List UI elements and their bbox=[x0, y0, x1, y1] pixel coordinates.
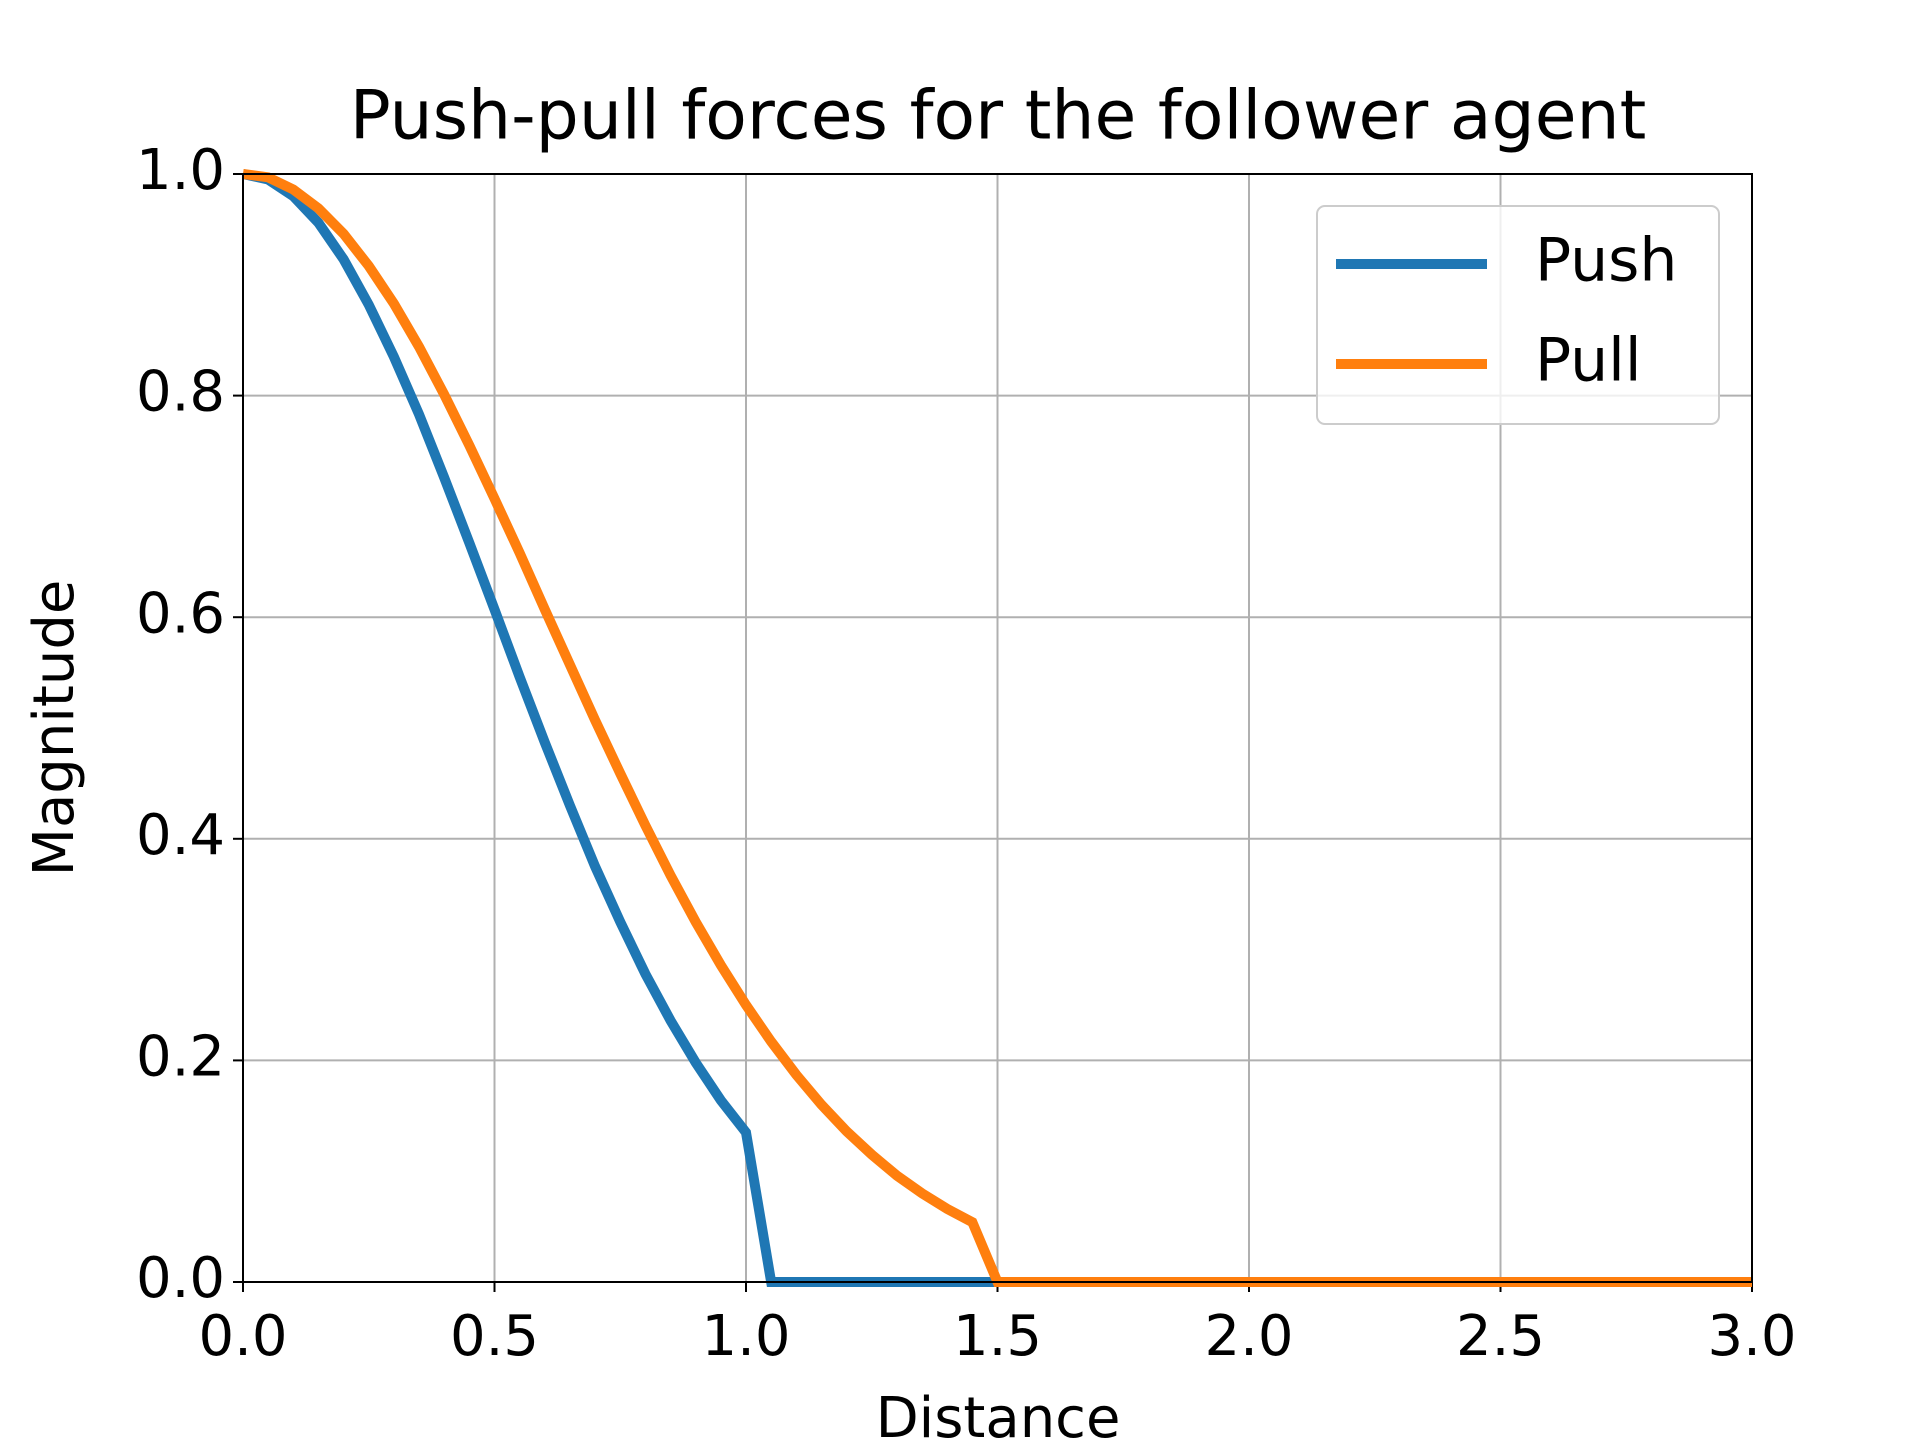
y-axis-label: Magnitude bbox=[22, 580, 87, 877]
y-tick-label: 0.4 bbox=[136, 803, 225, 868]
line-series bbox=[242, 169, 1752, 1287]
y-tick-label: 0.2 bbox=[136, 1025, 225, 1090]
x-tick-label: 1.5 bbox=[953, 1304, 1042, 1369]
y-tick-label: 0.8 bbox=[136, 360, 225, 425]
x-tick-label: 0.0 bbox=[198, 1304, 287, 1369]
x-tick-label: 2.5 bbox=[1456, 1304, 1545, 1369]
legend: Push Pull bbox=[1316, 205, 1720, 425]
y-tick-label: 0.0 bbox=[136, 1246, 225, 1311]
x-tick-label: 2.0 bbox=[1204, 1304, 1293, 1369]
chart-title: Push-pull forces for the follower agent bbox=[350, 77, 1647, 156]
x-tick-label: 1.0 bbox=[701, 1304, 790, 1369]
x-axis-label: Distance bbox=[876, 1386, 1121, 1440]
x-tick-label: 0.5 bbox=[450, 1304, 539, 1369]
legend-label: Pull bbox=[1535, 326, 1642, 396]
y-tick-label: 1.0 bbox=[136, 138, 225, 203]
y-tick-label: 0.6 bbox=[136, 581, 225, 646]
plot-frame bbox=[242, 173, 1753, 1283]
x-tick-label: 3.0 bbox=[1707, 1304, 1796, 1369]
legend-label: Push bbox=[1535, 226, 1677, 296]
